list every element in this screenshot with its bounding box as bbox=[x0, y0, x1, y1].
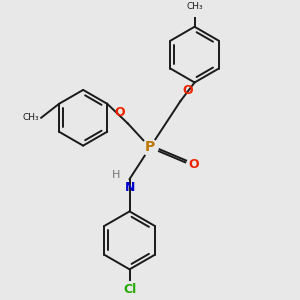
Text: H: H bbox=[112, 169, 120, 180]
Text: O: O bbox=[188, 158, 199, 171]
Text: Cl: Cl bbox=[123, 284, 136, 296]
Text: CH₃: CH₃ bbox=[186, 2, 203, 11]
Circle shape bbox=[142, 139, 158, 156]
Text: CH₃: CH₃ bbox=[23, 113, 39, 122]
Text: O: O bbox=[114, 106, 125, 119]
Text: N: N bbox=[124, 181, 135, 194]
Text: O: O bbox=[182, 84, 193, 97]
Text: P: P bbox=[145, 140, 155, 154]
